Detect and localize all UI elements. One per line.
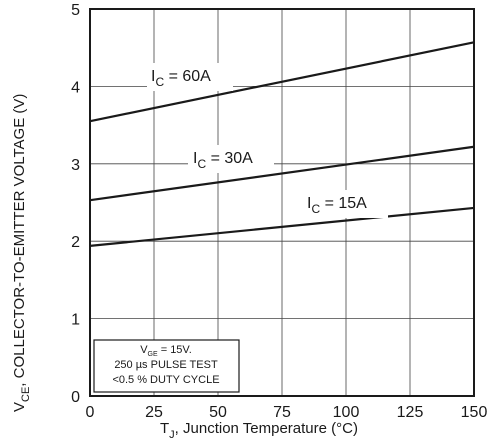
x-axis-title: TJ, Junction Temperature (°C) bbox=[160, 420, 358, 441]
x-tick-label: 125 bbox=[397, 404, 424, 421]
svg-text:IC = 15A: IC = 15A bbox=[307, 195, 367, 216]
series-lines bbox=[89, 41, 475, 247]
y-tick-label: 5 bbox=[71, 2, 80, 19]
x-tick-label: 100 bbox=[333, 404, 360, 421]
y-tick-label: 0 bbox=[71, 389, 80, 406]
y-tick-label: 4 bbox=[71, 79, 80, 96]
x-tick-label: 25 bbox=[145, 404, 163, 421]
series-label-15a: IC = 15A bbox=[302, 190, 388, 218]
note-vge: VGE = 15V. bbox=[140, 344, 192, 358]
y-axis-title: VCE, COLLECTOR-TO-EMITTER VOLTAGE (V) bbox=[11, 94, 32, 412]
y-tick-label: 3 bbox=[71, 157, 80, 174]
x-tick-label: 75 bbox=[273, 404, 291, 421]
x-tick-label: 50 bbox=[209, 404, 227, 421]
svg-text:IC = 60A: IC = 60A bbox=[151, 68, 211, 89]
plot-frame bbox=[89, 8, 475, 397]
svg-text:IC = 30A: IC = 30A bbox=[193, 150, 253, 171]
x-tick-labels: 0 25 50 75 100 125 150 bbox=[86, 404, 488, 421]
note-pulse-test: 250 µs PULSE TEST bbox=[114, 359, 218, 371]
series-line-60a bbox=[89, 41, 475, 123]
test-conditions-box: VGE = 15V. 250 µs PULSE TEST <0.5 % DUTY… bbox=[93, 339, 240, 393]
note-duty-cycle: <0.5 % DUTY CYCLE bbox=[112, 374, 219, 386]
series-label-60a: IC = 60A bbox=[147, 63, 233, 91]
y-tick-label: 2 bbox=[71, 234, 80, 251]
y-tick-label: 1 bbox=[71, 312, 80, 329]
series-line-30a bbox=[89, 145, 475, 202]
x-tick-label: 0 bbox=[86, 404, 95, 421]
y-tick-labels: 0 1 2 3 4 5 bbox=[71, 2, 80, 406]
x-tick-label: 150 bbox=[461, 404, 488, 421]
series-label-30a: IC = 30A bbox=[188, 145, 274, 173]
series-line-15a bbox=[89, 206, 475, 247]
